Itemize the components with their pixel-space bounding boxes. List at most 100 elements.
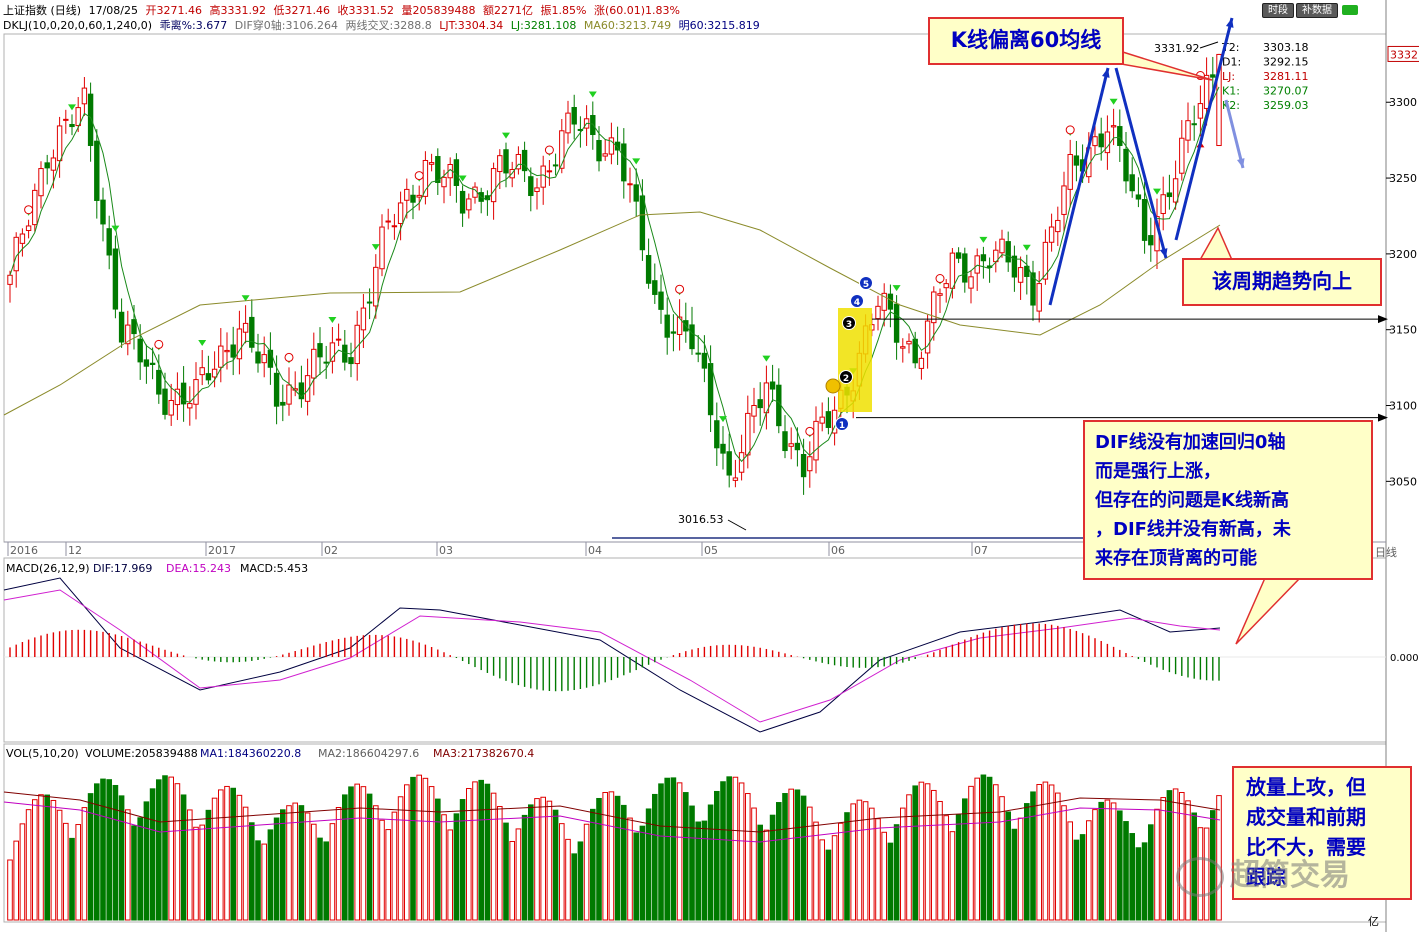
date-tick-label: 05 bbox=[704, 544, 718, 557]
volume-bar bbox=[1055, 792, 1061, 921]
candle-body bbox=[1179, 137, 1185, 174]
candle-body bbox=[193, 379, 199, 405]
candle-body bbox=[323, 361, 329, 364]
candle-body bbox=[528, 176, 534, 197]
numbered-marker-label: 4 bbox=[854, 298, 860, 308]
candle-body bbox=[435, 156, 441, 183]
volume-bar bbox=[540, 796, 547, 921]
candle-body bbox=[769, 381, 776, 390]
volume-bar bbox=[497, 806, 503, 921]
volume-bar bbox=[87, 793, 94, 921]
numbered-marker-5 bbox=[859, 276, 873, 290]
candle-body bbox=[1104, 131, 1111, 154]
numbered-marker-1 bbox=[835, 417, 849, 431]
quote-change: 涨(60.01)1.83% bbox=[593, 4, 680, 17]
volume-bar bbox=[342, 794, 348, 921]
volume-bar bbox=[546, 800, 553, 921]
quote-amount: 额2271亿 bbox=[483, 4, 533, 17]
candle-body bbox=[373, 266, 379, 307]
volume-bar bbox=[391, 811, 398, 921]
candle-body bbox=[974, 255, 980, 274]
volume-bar bbox=[1086, 820, 1092, 921]
volume-bar bbox=[1154, 808, 1160, 921]
circle-marker bbox=[935, 274, 945, 284]
candle-body bbox=[732, 477, 739, 481]
sell-triangle-marker bbox=[1022, 244, 1031, 251]
candle-body bbox=[559, 130, 565, 169]
quote-low: 低3271.46 bbox=[273, 4, 331, 17]
volume-bar bbox=[478, 779, 484, 921]
candle-body bbox=[621, 143, 627, 182]
callout-trend-up: 该周期趋势向上 bbox=[1182, 258, 1382, 306]
candle-body bbox=[807, 456, 813, 472]
candle-body bbox=[676, 316, 683, 335]
volume-bar bbox=[472, 781, 478, 921]
volume-bar bbox=[435, 798, 441, 921]
candle-body bbox=[261, 354, 267, 364]
volume-bar bbox=[831, 835, 838, 921]
supplement-data-button[interactable]: 补数据 bbox=[1296, 3, 1338, 18]
volume-bar bbox=[757, 824, 764, 921]
candle-body bbox=[81, 87, 88, 105]
timeframe-button[interactable]: 时段 bbox=[1262, 3, 1294, 18]
volume-bar bbox=[466, 788, 472, 921]
candle-body bbox=[7, 274, 13, 285]
candle-body bbox=[1055, 219, 1061, 233]
sell-triangle-marker bbox=[762, 355, 771, 362]
arrow-down-projection-head bbox=[1236, 158, 1245, 168]
sell-triangle-marker bbox=[588, 91, 597, 98]
candle-body bbox=[1011, 255, 1018, 278]
right-label-value: 3259.03 bbox=[1263, 99, 1309, 112]
current-price-label: 3332 bbox=[1390, 48, 1418, 61]
numbered-marker-3 bbox=[842, 316, 856, 330]
candle-body bbox=[1110, 125, 1117, 128]
volume-bar bbox=[788, 788, 795, 921]
candle-body bbox=[602, 153, 608, 157]
numbered-marker-label: 5 bbox=[863, 280, 869, 290]
candle-body bbox=[955, 252, 962, 259]
volume-bar bbox=[292, 802, 298, 921]
right-label-value: 3270.07 bbox=[1263, 85, 1309, 98]
candle-body bbox=[596, 140, 602, 162]
volume-bar bbox=[125, 809, 131, 921]
lower-line-arrowhead bbox=[1378, 413, 1388, 422]
quote-open: 开3271.46 bbox=[145, 4, 203, 17]
volume-bar bbox=[552, 809, 559, 921]
volume-bar bbox=[745, 793, 751, 921]
candle-body bbox=[137, 338, 143, 363]
volume-bar bbox=[373, 805, 379, 921]
volume-bar bbox=[38, 794, 44, 921]
volume-bar bbox=[962, 798, 968, 921]
dif-line bbox=[3, 577, 1221, 733]
candle-body bbox=[590, 115, 596, 136]
sell-triangle-marker bbox=[719, 416, 727, 423]
sell-triangle-marker bbox=[241, 295, 250, 302]
volume-bar bbox=[695, 821, 702, 921]
quote-amplitude: 振1.85% bbox=[540, 4, 587, 17]
watermark-text: 超简交易 bbox=[1230, 858, 1350, 893]
candle-body bbox=[825, 411, 832, 428]
numbered-marker-2 bbox=[839, 370, 853, 384]
candle-body bbox=[143, 359, 150, 367]
candle-body bbox=[937, 293, 943, 296]
indicator-ming60: 明60:3215.819 bbox=[678, 19, 760, 32]
quote-date: 17/08/25 bbox=[88, 4, 138, 17]
dif-callout-tail bbox=[1235, 577, 1302, 645]
volume-bar bbox=[441, 814, 447, 921]
candle-body bbox=[521, 149, 528, 172]
candle-body bbox=[385, 220, 391, 223]
volume-bar bbox=[515, 828, 522, 921]
volume-bar bbox=[732, 776, 739, 921]
numbered-marker-label: 1 bbox=[839, 421, 845, 431]
sell-triangle-marker bbox=[458, 175, 467, 182]
candle-body bbox=[968, 276, 974, 289]
volume-bar bbox=[174, 783, 181, 921]
volume-bar bbox=[1098, 801, 1105, 921]
volume-bar bbox=[645, 808, 652, 921]
volume-bar bbox=[596, 797, 602, 921]
sell-triangle-marker bbox=[328, 317, 337, 324]
volume-bar bbox=[360, 786, 367, 921]
volume-bar bbox=[1110, 802, 1117, 921]
macd-pane-frame bbox=[3, 557, 1387, 743]
